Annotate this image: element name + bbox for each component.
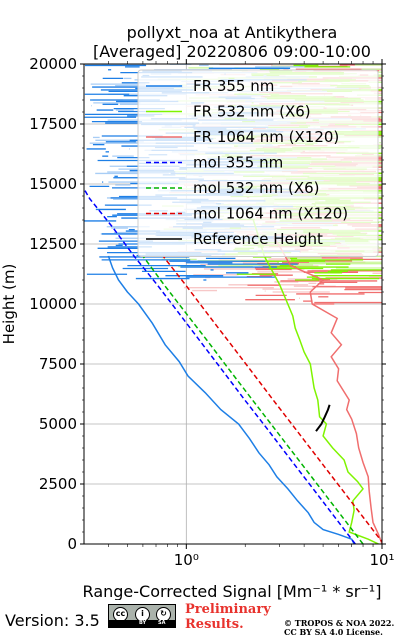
y-tick-label: 2500 <box>39 475 77 493</box>
preliminary-notice: Preliminary Results. <box>185 602 271 632</box>
y-tick-label: 0 <box>67 535 77 553</box>
y-tick-label: 10000 <box>29 295 77 313</box>
lidar-profile-chart: 0 2500 5000 7500 10000 12500 15000 17500 20000 10… <box>0 23 395 600</box>
preliminary-line: Preliminary <box>185 602 271 617</box>
legend-label: FR 355 nm <box>193 77 274 95</box>
cc-license-badge: cc i ↻ BY SA <box>108 604 176 628</box>
series-line <box>84 188 356 544</box>
legend-label: mol 355 nm <box>193 154 283 172</box>
legend-label: mol 532 nm (X6) <box>193 179 320 197</box>
series-line <box>315 404 331 432</box>
y-tick-label: 15000 <box>29 175 77 193</box>
chart-subtitle: [Averaged] 20220806 09:00-10:00 <box>93 42 371 61</box>
share-alike-icon: ↻ <box>156 607 171 622</box>
series-line <box>162 255 382 544</box>
axis-ticks: 0 2500 5000 7500 10000 12500 15000 17500 20000 10… <box>29 55 394 569</box>
legend-label: FR 532 nm (X6) <box>193 103 311 121</box>
results-line: Results. <box>185 617 244 632</box>
x-axis-label: Range-Corrected Signal [Mm⁻¹ * sr⁻¹] <box>83 582 382 600</box>
cc-icon: cc <box>113 607 128 622</box>
y-tick-label: 20000 <box>29 55 77 73</box>
chart-title: pollyxt_noa at Antikythera <box>127 23 338 43</box>
y-axis-label: Height (m) <box>0 264 18 345</box>
legend-box <box>137 69 379 257</box>
cc-sa-label: SA <box>158 620 166 626</box>
y-tick-label: 12500 <box>29 235 77 253</box>
license-line: CC BY SA 4.0 License. <box>284 627 383 637</box>
copyright-notice: © TROPOS & NOA 2022. CC BY SA 4.0 Licens… <box>284 619 394 637</box>
legend-label: mol 1064 nm (X120) <box>193 205 348 223</box>
copyright-line: © TROPOS & NOA 2022. <box>284 618 395 628</box>
version-label: Version: 3.5 <box>5 611 100 630</box>
legend: FR 355 nm FR 532 nm (X6) FR 1064 nm (X120)… <box>137 69 379 257</box>
y-tick-label: 5000 <box>39 415 77 433</box>
cc-by-label: BY <box>139 620 147 626</box>
series-lines <box>84 188 382 544</box>
x-tick-label: 10¹ <box>369 551 394 569</box>
y-tick-label: 17500 <box>29 115 77 133</box>
series-line <box>273 236 382 544</box>
series-line <box>142 255 364 544</box>
legend-label: Reference Height <box>193 230 323 248</box>
legend-label: FR 1064 nm (X120) <box>193 128 339 146</box>
y-tick-label: 7500 <box>39 355 77 373</box>
series-line <box>107 255 355 544</box>
x-tick-label: 10⁰ <box>174 551 199 569</box>
